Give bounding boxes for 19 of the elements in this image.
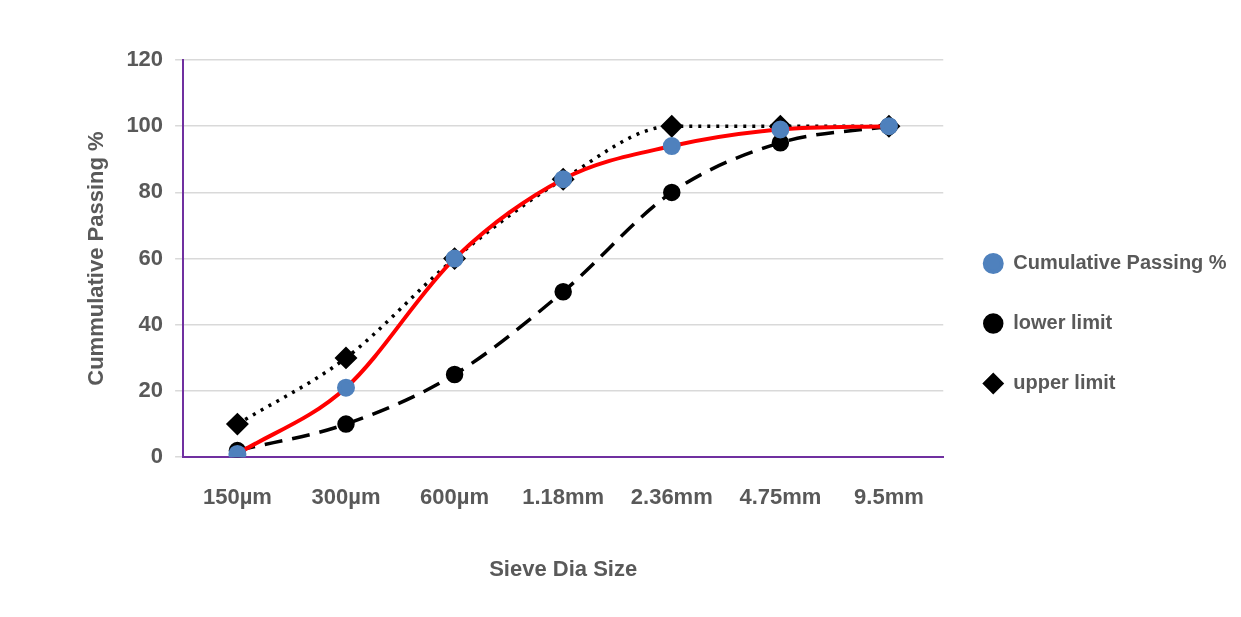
- y-tick-label: 100: [126, 112, 164, 138]
- x-tick-label: 4.75mm: [739, 484, 822, 510]
- legend-label: lower limit: [1013, 311, 1113, 334]
- x-tick-label: 150µm: [202, 484, 272, 510]
- legend-label: Cumulative Passing %: [1013, 251, 1227, 274]
- y-tick-label: 120: [126, 46, 164, 72]
- x-tick-label: 9.5mm: [854, 484, 924, 510]
- x-tick-label: 1.18mm: [522, 484, 605, 510]
- y-tick-label: 80: [138, 178, 164, 204]
- y-tick-label: 60: [138, 244, 164, 270]
- y-tick-label: 20: [138, 377, 164, 403]
- x-axis-title: Sieve Dia Size: [489, 555, 638, 581]
- y-tick-label: 40: [138, 310, 164, 336]
- y-tick-label: 0: [150, 443, 164, 469]
- y-axis-title: Cummulative Passing %: [83, 131, 109, 386]
- x-tick-label: 2.36mm: [630, 484, 713, 510]
- x-tick-label: 300µm: [311, 484, 381, 510]
- x-tick-label: 600µm: [420, 484, 490, 510]
- legend-label: upper limit: [1013, 371, 1116, 394]
